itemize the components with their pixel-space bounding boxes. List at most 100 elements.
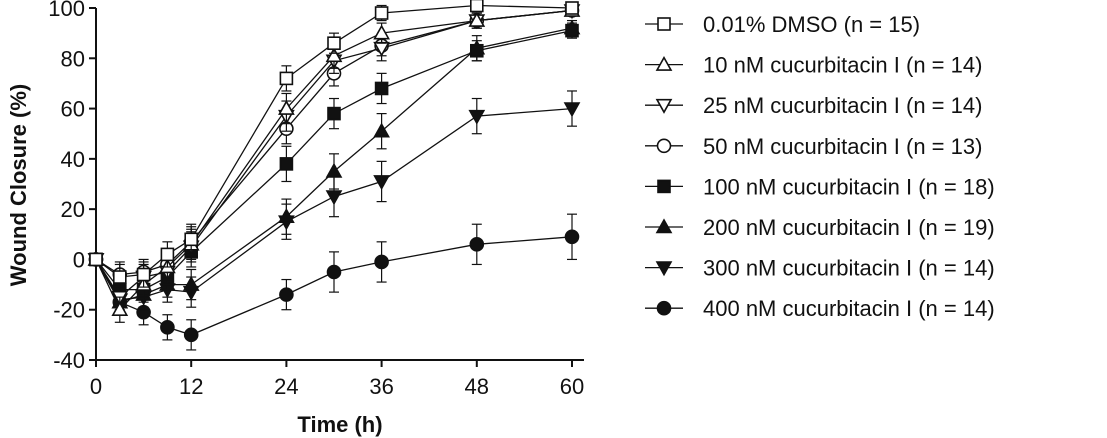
legend-item-0: 0.01% DMSO (n = 15) bbox=[645, 12, 920, 37]
legend-label: 50 nM cucurbitacin I (n = 13) bbox=[703, 134, 982, 159]
data-point bbox=[325, 47, 343, 63]
data-point bbox=[279, 287, 294, 302]
legend-series-name: 50 nM cucurbitacin I bbox=[703, 134, 900, 159]
legend-n: (n = 13) bbox=[906, 134, 982, 159]
legend-label: 10 nM cucurbitacin I (n = 14) bbox=[703, 53, 982, 78]
legend-marker bbox=[655, 55, 673, 71]
data-point bbox=[325, 190, 343, 206]
y-tick-label: -20 bbox=[53, 298, 85, 323]
legend-label: 0.01% DMSO (n = 15) bbox=[703, 12, 920, 37]
data-point bbox=[326, 264, 342, 280]
data-point bbox=[327, 36, 341, 51]
legend-label: 300 nM cucurbitacin I (n = 14) bbox=[703, 256, 995, 281]
data-point bbox=[89, 252, 103, 267]
series-0 bbox=[89, 0, 579, 291]
data-point bbox=[563, 102, 581, 118]
legend-marker bbox=[657, 179, 671, 194]
legend-n: (n = 14) bbox=[918, 296, 994, 321]
data-point bbox=[374, 6, 389, 20]
series-line bbox=[95, 236, 573, 336]
legend-label: 400 nM cucurbitacin I (n = 14) bbox=[703, 296, 995, 321]
data-point bbox=[182, 275, 200, 291]
data-point bbox=[373, 24, 390, 40]
data-point bbox=[374, 81, 389, 96]
y-tick-label: 100 bbox=[48, 0, 85, 21]
axes: -40 -20 0 20 40 60 80 100 0 12 24 36 48 60 bbox=[48, 0, 584, 399]
data-point bbox=[279, 71, 294, 86]
legend-n: (n = 18) bbox=[918, 174, 994, 199]
data-point bbox=[469, 0, 484, 13]
data-point bbox=[327, 106, 341, 121]
x-axis-title: Time (h) bbox=[297, 412, 382, 437]
data-point bbox=[565, 23, 579, 38]
y-tick-label: 80 bbox=[61, 46, 85, 71]
legend-item-1: 10 nM cucurbitacin I (n = 14) bbox=[645, 53, 982, 78]
legend-label: 100 nM cucurbitacin I (n = 18) bbox=[703, 174, 995, 199]
legend-item-3: 50 nM cucurbitacin I (n = 13) bbox=[645, 134, 982, 159]
y-tick-label: 60 bbox=[61, 97, 85, 122]
x-tick-label: 36 bbox=[369, 374, 393, 399]
y-tick-label: 0 bbox=[73, 247, 85, 272]
data-point bbox=[184, 232, 198, 247]
legend: 0.01% DMSO (n = 15) 10 nM cucurbitacin I … bbox=[645, 12, 995, 321]
legend-marker bbox=[656, 300, 672, 316]
y-tick-label: -40 bbox=[53, 348, 85, 373]
data-point bbox=[468, 11, 486, 27]
x-tick-label: 48 bbox=[465, 374, 489, 399]
series-line bbox=[95, 27, 573, 303]
legend-marker bbox=[655, 261, 673, 277]
legend-item-5: 200 nM cucurbitacin I (n = 19) bbox=[645, 215, 995, 240]
series-line bbox=[95, 29, 573, 291]
data-point bbox=[136, 267, 151, 282]
legend-n: (n = 14) bbox=[906, 93, 982, 118]
data-point bbox=[373, 122, 390, 138]
legend-series-name: 300 nM cucurbitacin I bbox=[703, 256, 912, 281]
data-point bbox=[374, 254, 389, 270]
data-point bbox=[183, 327, 199, 343]
x-tick-label: 0 bbox=[90, 374, 102, 399]
data-point bbox=[111, 301, 129, 317]
x-tick-label: 24 bbox=[274, 374, 298, 399]
data-point bbox=[469, 237, 485, 252]
series-line bbox=[95, 4, 573, 278]
data-point bbox=[279, 157, 294, 171]
legend-n: (n = 19) bbox=[918, 215, 994, 240]
y-tick-label: 20 bbox=[61, 197, 85, 222]
legend-marker bbox=[655, 98, 673, 114]
legend-marker bbox=[655, 218, 673, 234]
legend-label: 25 nM cucurbitacin I (n = 14) bbox=[703, 93, 982, 118]
series-line bbox=[95, 9, 573, 311]
data-point bbox=[373, 175, 390, 191]
legend-item-2: 25 nM cucurbitacin I (n = 14) bbox=[645, 93, 982, 118]
data-point bbox=[468, 109, 486, 125]
legend-item-6: 300 nM cucurbitacin I (n = 14) bbox=[645, 256, 995, 281]
series-group bbox=[87, 0, 581, 351]
data-point bbox=[469, 43, 484, 58]
legend-n: (n = 14) bbox=[906, 53, 982, 78]
data-point bbox=[325, 162, 343, 178]
series-line bbox=[95, 9, 573, 299]
data-point bbox=[278, 99, 295, 115]
legend-series-name: 100 nM cucurbitacin I bbox=[703, 174, 912, 199]
legend-marker bbox=[657, 17, 671, 31]
y-axis-title: Wound Closure (%) bbox=[6, 84, 31, 286]
data-point bbox=[278, 208, 295, 223]
legend-series-name: 0.01% DMSO bbox=[703, 12, 838, 37]
data-point bbox=[113, 270, 127, 284]
x-tick-label: 60 bbox=[560, 374, 584, 399]
y-tick-label: 40 bbox=[61, 147, 85, 172]
data-point bbox=[565, 1, 579, 15]
legend-series-name: 200 nM cucurbitacin I bbox=[703, 215, 912, 240]
series-line bbox=[95, 9, 573, 276]
legend-item-7: 400 nM cucurbitacin I (n = 14) bbox=[645, 296, 995, 321]
legend-n: (n = 14) bbox=[918, 256, 994, 281]
legend-series-name: 10 nM cucurbitacin I bbox=[703, 53, 900, 78]
legend-series-name: 25 nM cucurbitacin I bbox=[703, 93, 900, 118]
legend-marker bbox=[656, 138, 672, 154]
legend-n: (n = 15) bbox=[844, 12, 920, 37]
data-point bbox=[160, 320, 175, 335]
data-point bbox=[564, 229, 580, 245]
x-tick-label: 12 bbox=[179, 374, 203, 399]
